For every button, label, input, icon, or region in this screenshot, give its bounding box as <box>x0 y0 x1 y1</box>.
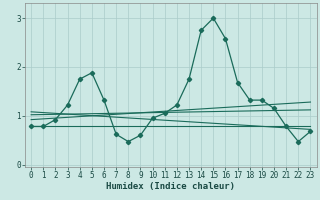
X-axis label: Humidex (Indice chaleur): Humidex (Indice chaleur) <box>106 182 235 191</box>
